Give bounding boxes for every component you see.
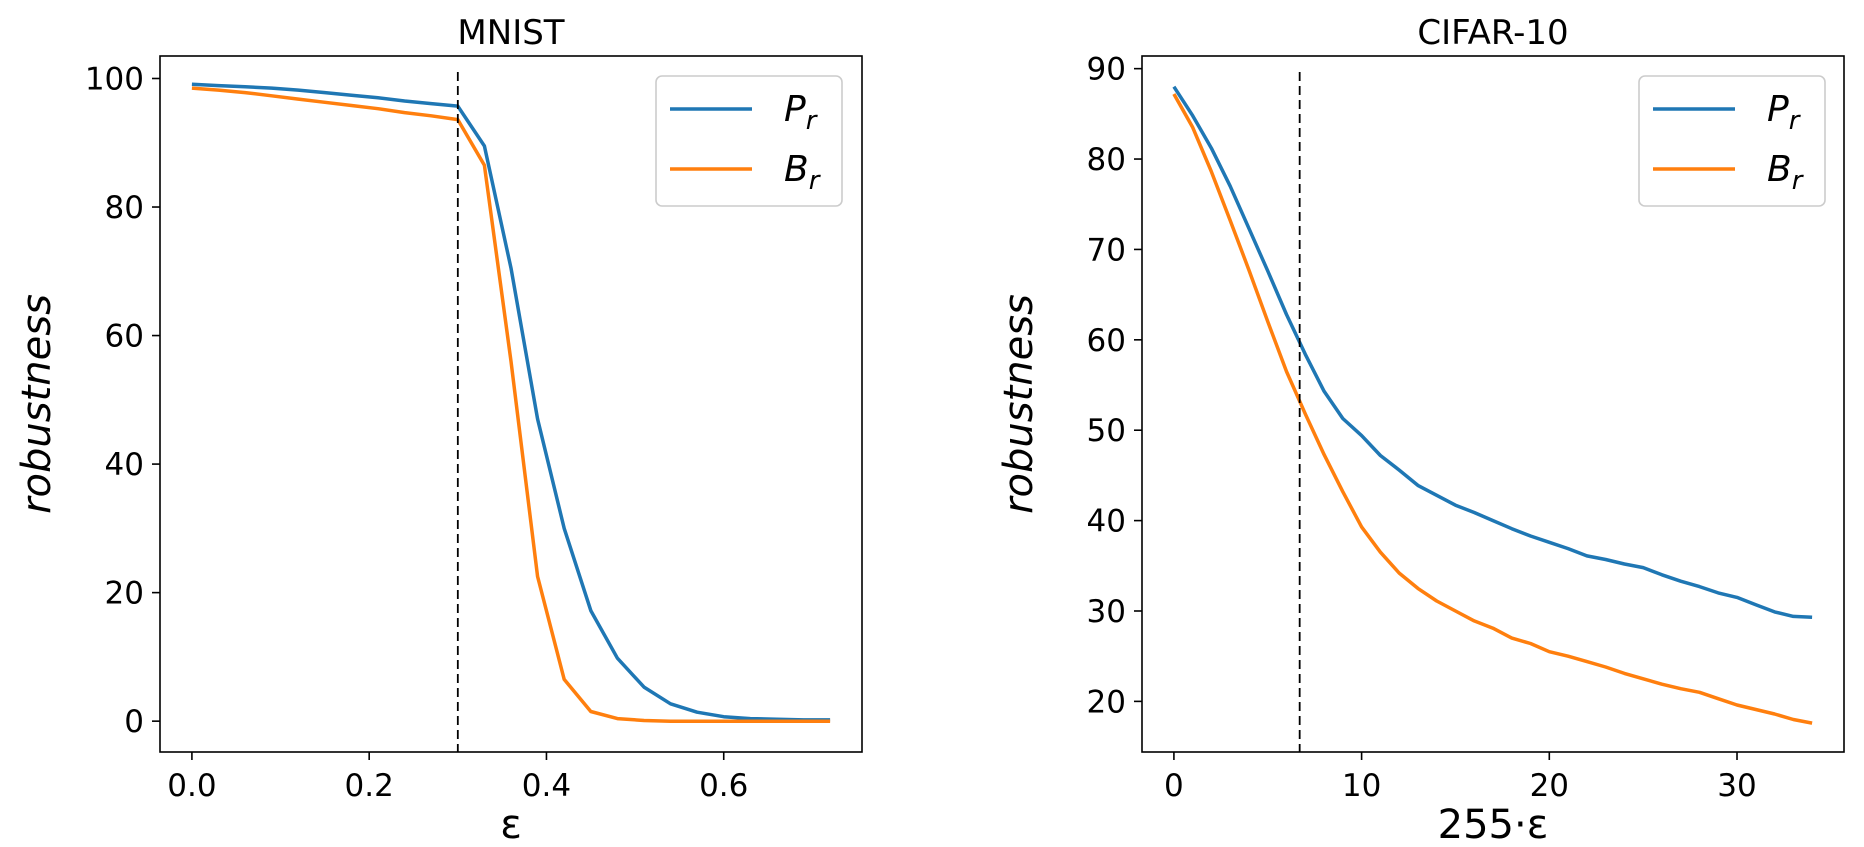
cifar-xtick-label: 0 [1164, 768, 1184, 804]
cifar-xtick-label: 10 [1342, 768, 1381, 804]
mnist-xlabel: ε [500, 802, 522, 847]
cifar-ylabel: robustness [996, 294, 1042, 514]
cifar-ytick-label: 60 [1087, 323, 1126, 359]
mnist-axes-frame [159, 55, 863, 753]
mnist-xtick-label: 0.4 [522, 768, 571, 804]
cifar-ytick-label: 20 [1087, 684, 1126, 720]
mnist-ytick-label: 60 [105, 319, 144, 355]
mnist-ytick-label: 40 [105, 447, 144, 483]
mnist-ylabel: robustness [14, 294, 60, 514]
mnist-ytick-label: 0 [124, 704, 144, 740]
mnist-xtick-label: 0.0 [167, 768, 216, 804]
cifar-ytick-label: 70 [1087, 232, 1126, 268]
cifar-axes-frame [1141, 55, 1845, 753]
mnist-ytick-label: 80 [105, 190, 144, 226]
mnist-ytick-label: 100 [85, 61, 144, 97]
legend-symbol: B [1767, 149, 1792, 190]
cifar-chart: 0 10 20 30 20 30 40 50 60 70 80 90 CIFAR-10 255·ε robu… [996, 13, 1845, 847]
cifar-xtick-label: 20 [1530, 768, 1569, 804]
mnist-title: MNIST [457, 13, 564, 53]
mnist-xtick-label: 0.6 [699, 768, 748, 804]
mnist-series-br-line [191, 86, 831, 723]
cifar-ytick-label: 80 [1087, 142, 1126, 178]
legend-subscript: r [806, 106, 819, 136]
mnist-chart: 0.0 0.2 0.4 0.6 0 20 40 60 80 100 MNIST ε robustness… [14, 13, 863, 847]
cifar-legend-label-pr: Pr [1767, 89, 1802, 136]
cifar-ytick-label: 30 [1087, 594, 1126, 630]
legend-symbol: P [1767, 89, 1789, 130]
mnist-legend-label-br: Br [784, 149, 822, 196]
mnist-ytick-label: 20 [105, 576, 144, 612]
mnist-legend-label-pr: Pr [784, 89, 819, 136]
cifar-ytick-label: 90 [1087, 52, 1126, 88]
cifar-xtick-label: 30 [1717, 768, 1756, 804]
mnist-xtick-label: 0.2 [345, 768, 394, 804]
legend-symbol: P [784, 89, 806, 130]
legend-subscript: r [1792, 166, 1805, 196]
legend-subscript: r [809, 166, 822, 196]
cifar-series-pr-line [1172, 85, 1813, 620]
mnist-series-pr-line [191, 82, 831, 722]
cifar-ytick-label: 50 [1087, 413, 1126, 449]
cifar-legend-label-br: Br [1767, 149, 1805, 196]
cifar-series-br-line [1172, 93, 1813, 725]
cifar-xlabel: 255·ε [1438, 802, 1549, 847]
legend-symbol: B [784, 149, 809, 190]
cifar-ytick-label: 40 [1087, 504, 1126, 540]
legend-subscript: r [1789, 106, 1802, 136]
cifar-title: CIFAR-10 [1417, 13, 1568, 53]
